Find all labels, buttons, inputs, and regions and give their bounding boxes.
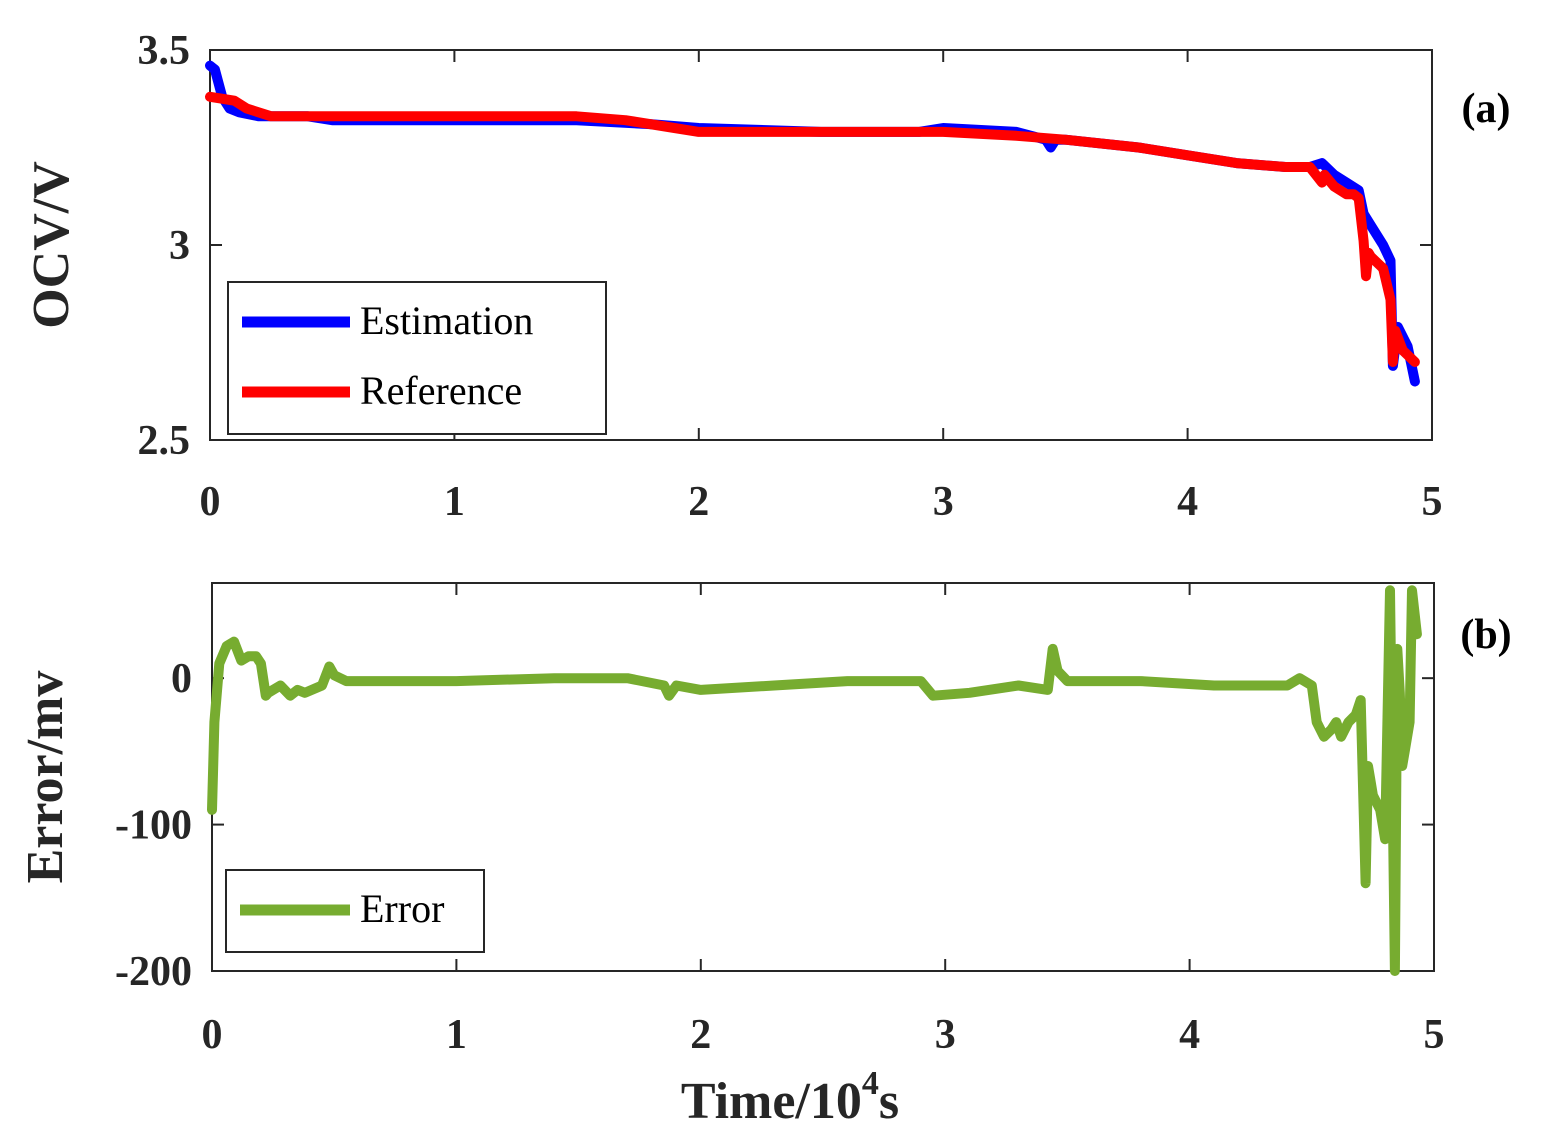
legend-label-estimation: Estimation xyxy=(360,298,533,343)
plot-area xyxy=(205,60,1420,387)
x-tick-label: 4 xyxy=(1177,479,1198,525)
x-axis-label-superscript: 4 xyxy=(862,1065,879,1102)
error-panel: 0 1 2 3 4 5 -200 -100 0 Error/mv (b) Error Time… xyxy=(17,582,1512,1130)
x-tick-labels: 0 1 2 3 4 5 xyxy=(200,479,1443,525)
y-tick-labels: 2.5 3 3.5 xyxy=(138,28,191,464)
x-tick-label: 0 xyxy=(202,1012,223,1058)
x-tick-label: 4 xyxy=(1179,1012,1200,1058)
y-tick-label: 0 xyxy=(171,656,192,702)
y-tick-labels: -200 -100 0 xyxy=(115,656,192,995)
plot-area xyxy=(207,585,1422,976)
x-axis-label: Time/104s xyxy=(681,1065,899,1130)
tick-marks xyxy=(211,583,1435,972)
y-tick-label: -200 xyxy=(115,949,192,995)
y-tick-label: 2.5 xyxy=(138,418,191,464)
x-tick-label: 0 xyxy=(200,479,221,525)
x-tick-label: 1 xyxy=(446,1012,467,1058)
panel-label: (b) xyxy=(1460,612,1511,658)
x-axis-label-suffix: s xyxy=(879,1073,899,1130)
legend-box xyxy=(227,281,607,435)
series-line-error xyxy=(207,585,1422,976)
y-tick-label: 3 xyxy=(169,223,190,269)
y-tick-label: -100 xyxy=(115,803,192,849)
legend: Error xyxy=(225,869,485,953)
x-tick-label: 5 xyxy=(1422,479,1443,525)
x-tick-labels: 0 1 2 3 4 5 xyxy=(202,1012,1445,1058)
y-axis-label: OCV/V xyxy=(23,161,80,329)
panel-label: (a) xyxy=(1462,86,1511,132)
y-axis-label: Error/mv xyxy=(17,671,74,884)
x-tick-label: 3 xyxy=(935,1012,956,1058)
legend-label-error: Error xyxy=(360,886,444,931)
x-tick-label: 3 xyxy=(933,479,954,525)
y-tick-label: 3.5 xyxy=(138,28,191,74)
x-tick-label: 5 xyxy=(1424,1012,1445,1058)
series-line-reference xyxy=(205,91,1420,367)
x-tick-label: 2 xyxy=(690,1012,711,1058)
x-axis-label-main: Time/10 xyxy=(681,1073,862,1130)
legend-label-reference: Reference xyxy=(360,368,522,413)
x-tick-label: 2 xyxy=(688,479,709,525)
ocv-panel: 0 1 2 3 4 5 2.5 3 3.5 OCV/V (a) Estimation Refe… xyxy=(23,28,1510,525)
x-tick-label: 1 xyxy=(444,479,465,525)
legend: Estimation Reference xyxy=(227,281,607,435)
tick-marks xyxy=(209,49,1433,441)
